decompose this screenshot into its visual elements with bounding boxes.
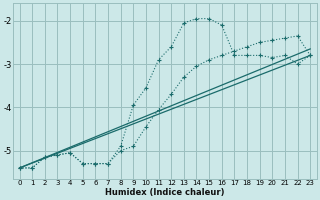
X-axis label: Humidex (Indice chaleur): Humidex (Indice chaleur): [105, 188, 225, 197]
